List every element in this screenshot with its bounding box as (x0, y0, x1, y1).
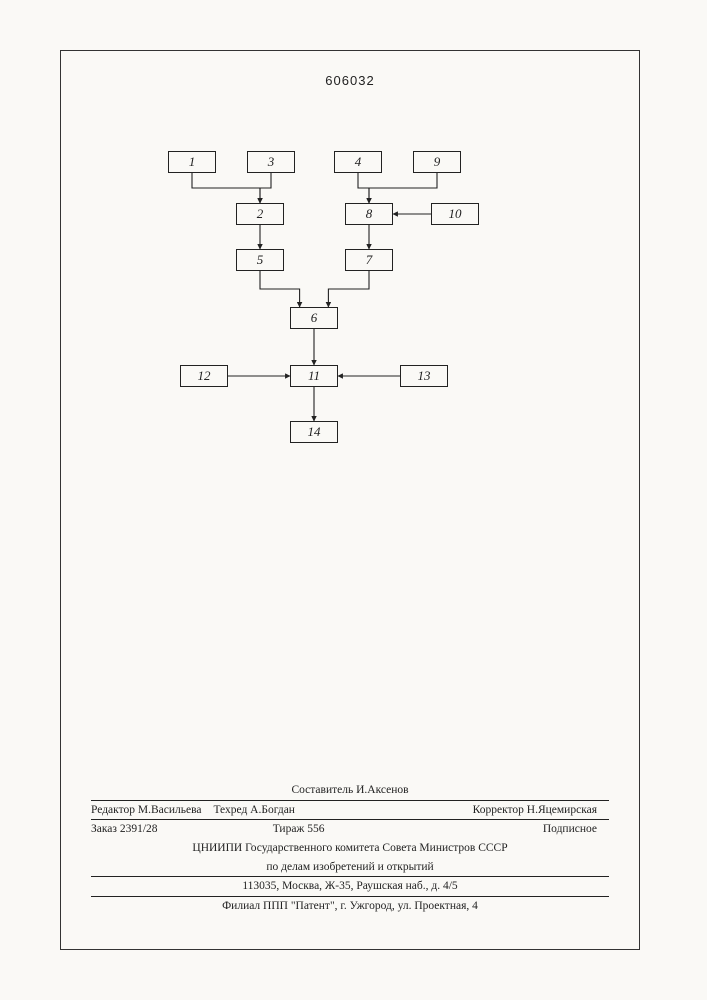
diagram-node-4: 4 (334, 151, 382, 173)
edge-n4-n8 (358, 173, 369, 203)
diagram-node-2: 2 (236, 203, 284, 225)
document-number: 606032 (325, 73, 374, 88)
diagram-node-6: 6 (290, 307, 338, 329)
diagram-edges-layer (61, 51, 641, 571)
diagram-node-11: 11 (290, 365, 338, 387)
footer-block: Составитель И.Аксенов Редактор М.Василье… (91, 781, 609, 916)
order-cell: Заказ 2391/28 (91, 821, 170, 838)
editor-cell: Редактор М.Васильева (91, 802, 213, 819)
sub-cell: Подписное (543, 821, 609, 838)
diagram-node-12: 12 (180, 365, 228, 387)
diagram-node-5: 5 (236, 249, 284, 271)
address-2: Филиал ППП "Патент", г. Ужгород, ул. Про… (91, 898, 609, 915)
diagram-node-14: 14 (290, 421, 338, 443)
org-line-2: по делам изобретений и открытий (91, 859, 609, 876)
org-line-1: ЦНИИПИ Государственного комитета Совета … (91, 840, 609, 857)
circulation-cell: Тираж 556 (273, 821, 337, 838)
diagram-node-13: 13 (400, 365, 448, 387)
diagram-node-1: 1 (168, 151, 216, 173)
edge-n1-n2 (192, 173, 260, 203)
edge-n3-n2 (260, 173, 271, 203)
edge-n7-n6 (328, 271, 369, 307)
edge-n5-n6 (260, 271, 300, 307)
page-frame: 606032 1349281057612111314 Составитель И… (60, 50, 640, 950)
diagram-node-7: 7 (345, 249, 393, 271)
edge-n9-n8 (369, 173, 437, 203)
diagram-node-9: 9 (413, 151, 461, 173)
address-1: 113035, Москва, Ж-35, Раушская наб., д. … (91, 878, 609, 895)
corrector-cell: Корректор Н.Яцемирская (473, 802, 609, 819)
diagram-node-3: 3 (247, 151, 295, 173)
compiler-name: И.Аксенов (356, 784, 408, 796)
diagram-node-10: 10 (431, 203, 479, 225)
diagram-node-8: 8 (345, 203, 393, 225)
tech-cell: Техред А.Богдан (213, 802, 307, 819)
compiler-label: Составитель (291, 784, 353, 796)
